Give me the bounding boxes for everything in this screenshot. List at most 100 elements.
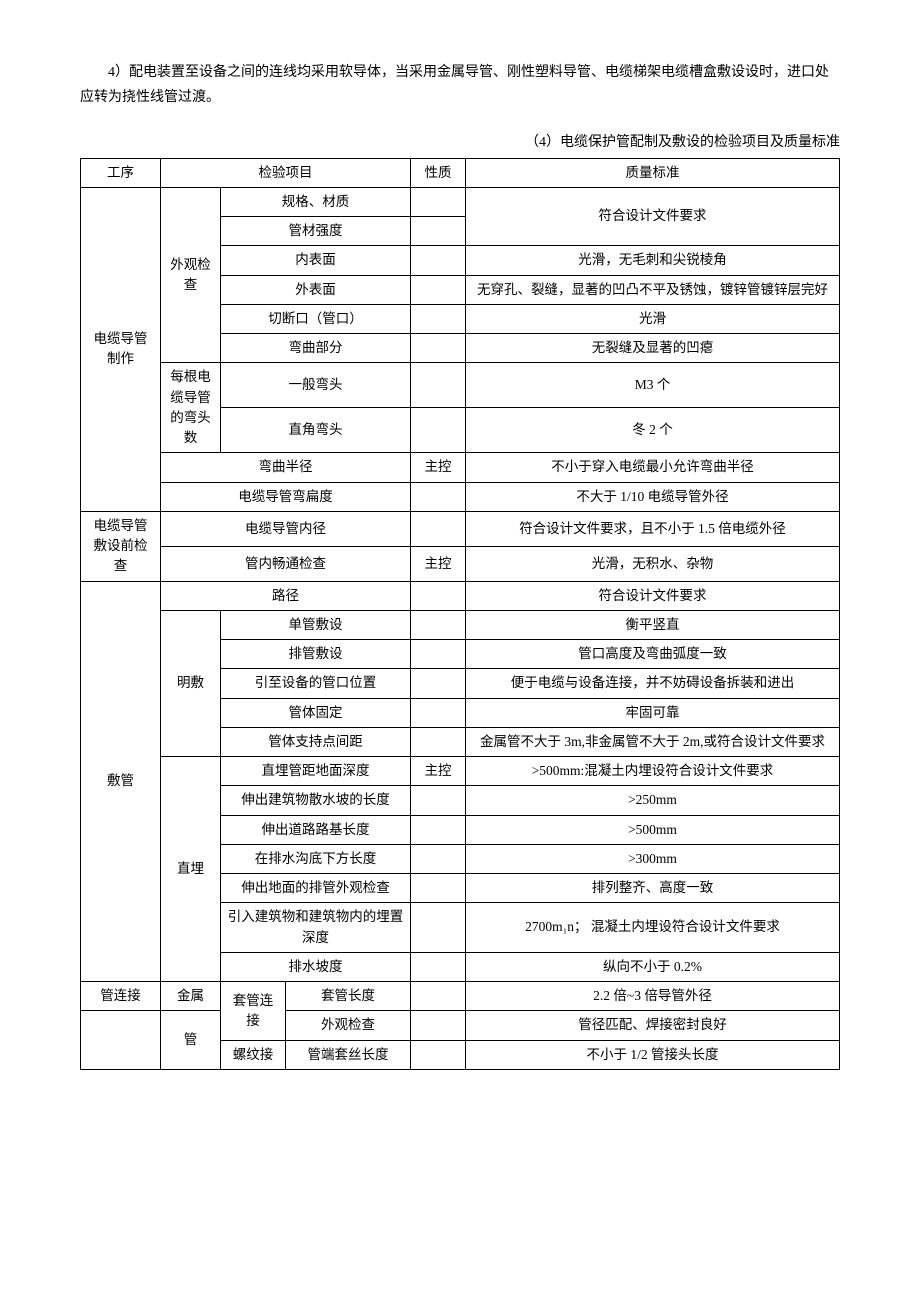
cell: 无穿孔、裂缝，显著的凹凸不平及锈蚀，镀锌管镀锌层完好 bbox=[466, 275, 840, 304]
cell: 电缆导管弯扁度 bbox=[161, 482, 411, 511]
cell: 直埋管距地面深度 bbox=[221, 757, 411, 786]
cell bbox=[411, 610, 466, 639]
cell: M3 个 bbox=[466, 363, 840, 408]
cell: >250mm bbox=[466, 786, 840, 815]
cell: >500mm:混凝土内埋设符合设计文件要求 bbox=[466, 757, 840, 786]
cell: 光滑 bbox=[466, 304, 840, 333]
cell: 弯曲半径 bbox=[161, 453, 411, 482]
cell: 牢固可靠 bbox=[466, 698, 840, 727]
cell: 主控 bbox=[411, 546, 466, 581]
cell: 管体固定 bbox=[221, 698, 411, 727]
cell: 明敷 bbox=[161, 610, 221, 756]
cell: 敷管 bbox=[81, 581, 161, 982]
cell: 2.2 倍~3 倍导管外径 bbox=[466, 982, 840, 1011]
cell: 一般弯头 bbox=[221, 363, 411, 408]
cell: 主控 bbox=[411, 453, 466, 482]
cell: 每根电缆导管的弯头数 bbox=[161, 363, 221, 453]
table-row: 电缆导管敷设前检查 电缆导管内径 符合设计文件要求，且不小于 1.5 倍电缆外径 bbox=[81, 511, 840, 546]
table-row: 敷管 路径 符合设计文件要求 bbox=[81, 581, 840, 610]
cell bbox=[411, 334, 466, 363]
cell: 引入建筑物和建筑物内的埋置深度 bbox=[221, 903, 411, 953]
cell: 套管长度 bbox=[286, 982, 411, 1011]
cell bbox=[411, 246, 466, 275]
cell bbox=[411, 952, 466, 981]
cell: 排列整齐、高度一致 bbox=[466, 874, 840, 903]
header-cell: 质量标准 bbox=[466, 158, 840, 187]
cell: 直埋 bbox=[161, 757, 221, 982]
table-header-row: 工序 检验项目 性质 质量标准 bbox=[81, 158, 840, 187]
cell: 套管连接 bbox=[221, 982, 286, 1041]
cell bbox=[411, 304, 466, 333]
cell: 外观检查 bbox=[286, 1011, 411, 1040]
table-row: 管内畅通检查 主控 光滑，无积水、杂物 bbox=[81, 546, 840, 581]
cell: 排水坡度 bbox=[221, 952, 411, 981]
cell bbox=[411, 1040, 466, 1069]
cell bbox=[411, 874, 466, 903]
table-row: 每根电缆导管的弯头数 一般弯头 M3 个 bbox=[81, 363, 840, 408]
cell: 光滑，无积水、杂物 bbox=[466, 546, 840, 581]
cell: 规格、材质 bbox=[221, 187, 411, 216]
cell: 符合设计文件要求 bbox=[466, 187, 840, 246]
cell: >500mm bbox=[466, 815, 840, 844]
cell bbox=[81, 1011, 161, 1070]
cell: 管 bbox=[161, 1011, 221, 1070]
cell: 光滑，无毛刺和尖锐棱角 bbox=[466, 246, 840, 275]
cell: 伸出道路路基长度 bbox=[221, 815, 411, 844]
header-cell: 工序 bbox=[81, 158, 161, 187]
cell bbox=[411, 982, 466, 1011]
cell bbox=[411, 511, 466, 546]
cell: 在排水沟底下方长度 bbox=[221, 844, 411, 873]
cell: 电缆导管制作 bbox=[81, 187, 161, 511]
cell bbox=[411, 482, 466, 511]
cell: 外表面 bbox=[221, 275, 411, 304]
cell: 衡平竖直 bbox=[466, 610, 840, 639]
cell bbox=[411, 727, 466, 756]
cell bbox=[411, 187, 466, 216]
table-row: 管连接 金属 套管连接 套管长度 2.2 倍~3 倍导管外径 bbox=[81, 982, 840, 1011]
cell: 金属 bbox=[161, 982, 221, 1011]
cell: 内表面 bbox=[221, 246, 411, 275]
cell bbox=[411, 786, 466, 815]
table-row: 电缆导管制作 外观检查 规格、材质 符合设计文件要求 bbox=[81, 187, 840, 216]
cell: 金属管不大于 3m,非金属管不大于 2m,或符合设计文件要求 bbox=[466, 727, 840, 756]
body-paragraph: 4）配电装置至设备之间的连线均采用软导体，当采用金属导管、刚性塑料导管、电缆梯架… bbox=[80, 60, 840, 110]
cell: 单管敷设 bbox=[221, 610, 411, 639]
table-row: 明敷 单管敷设 衡平竖直 bbox=[81, 610, 840, 639]
cell: 管内畅通检查 bbox=[161, 546, 411, 581]
table-row: 直埋 直埋管距地面深度 主控 >500mm:混凝土内埋设符合设计文件要求 bbox=[81, 757, 840, 786]
cell bbox=[411, 363, 466, 408]
header-cell: 性质 bbox=[411, 158, 466, 187]
cell bbox=[411, 640, 466, 669]
cell bbox=[411, 903, 466, 953]
cell: 管径匹配、焊接密封良好 bbox=[466, 1011, 840, 1040]
cell: 管材强度 bbox=[221, 217, 411, 246]
cell: 主控 bbox=[411, 757, 466, 786]
cell bbox=[411, 1011, 466, 1040]
cell bbox=[411, 408, 466, 453]
cell: 直角弯头 bbox=[221, 408, 411, 453]
cell: 符合设计文件要求 bbox=[466, 581, 840, 610]
cell: >300mm bbox=[466, 844, 840, 873]
cell: 电缆导管内径 bbox=[161, 511, 411, 546]
cell bbox=[411, 275, 466, 304]
cell: 切断口（管口） bbox=[221, 304, 411, 333]
table-caption: （4）电缆保护管配制及敷设的检验项目及质量标准 bbox=[80, 130, 840, 155]
cell: 螺纹接 bbox=[221, 1040, 286, 1069]
cell: 电缆导管敷设前检查 bbox=[81, 511, 161, 581]
table-row: 管 外观检查 管径匹配、焊接密封良好 bbox=[81, 1011, 840, 1040]
cell: 不大于 1/10 电缆导管外径 bbox=[466, 482, 840, 511]
cell: 管口高度及弯曲弧度一致 bbox=[466, 640, 840, 669]
cell: 管连接 bbox=[81, 982, 161, 1011]
cell: 伸出地面的排管外观检查 bbox=[221, 874, 411, 903]
header-cell: 检验项目 bbox=[161, 158, 411, 187]
cell bbox=[411, 698, 466, 727]
table-row: 电缆导管弯扁度 不大于 1/10 电缆导管外径 bbox=[81, 482, 840, 511]
table-row: 弯曲半径 主控 不小于穿入电缆最小允许弯曲半径 bbox=[81, 453, 840, 482]
cell: 外观检查 bbox=[161, 187, 221, 363]
cell: 不小于 1/2 管接头长度 bbox=[466, 1040, 840, 1069]
cell: 排管敷设 bbox=[221, 640, 411, 669]
cell bbox=[411, 217, 466, 246]
inspection-table: 工序 检验项目 性质 质量标准 电缆导管制作 外观检查 规格、材质 符合设计文件… bbox=[80, 158, 840, 1070]
cell: 引至设备的管口位置 bbox=[221, 669, 411, 698]
cell: 2700m₁n； 混凝土内埋设符合设计文件要求 bbox=[466, 903, 840, 953]
